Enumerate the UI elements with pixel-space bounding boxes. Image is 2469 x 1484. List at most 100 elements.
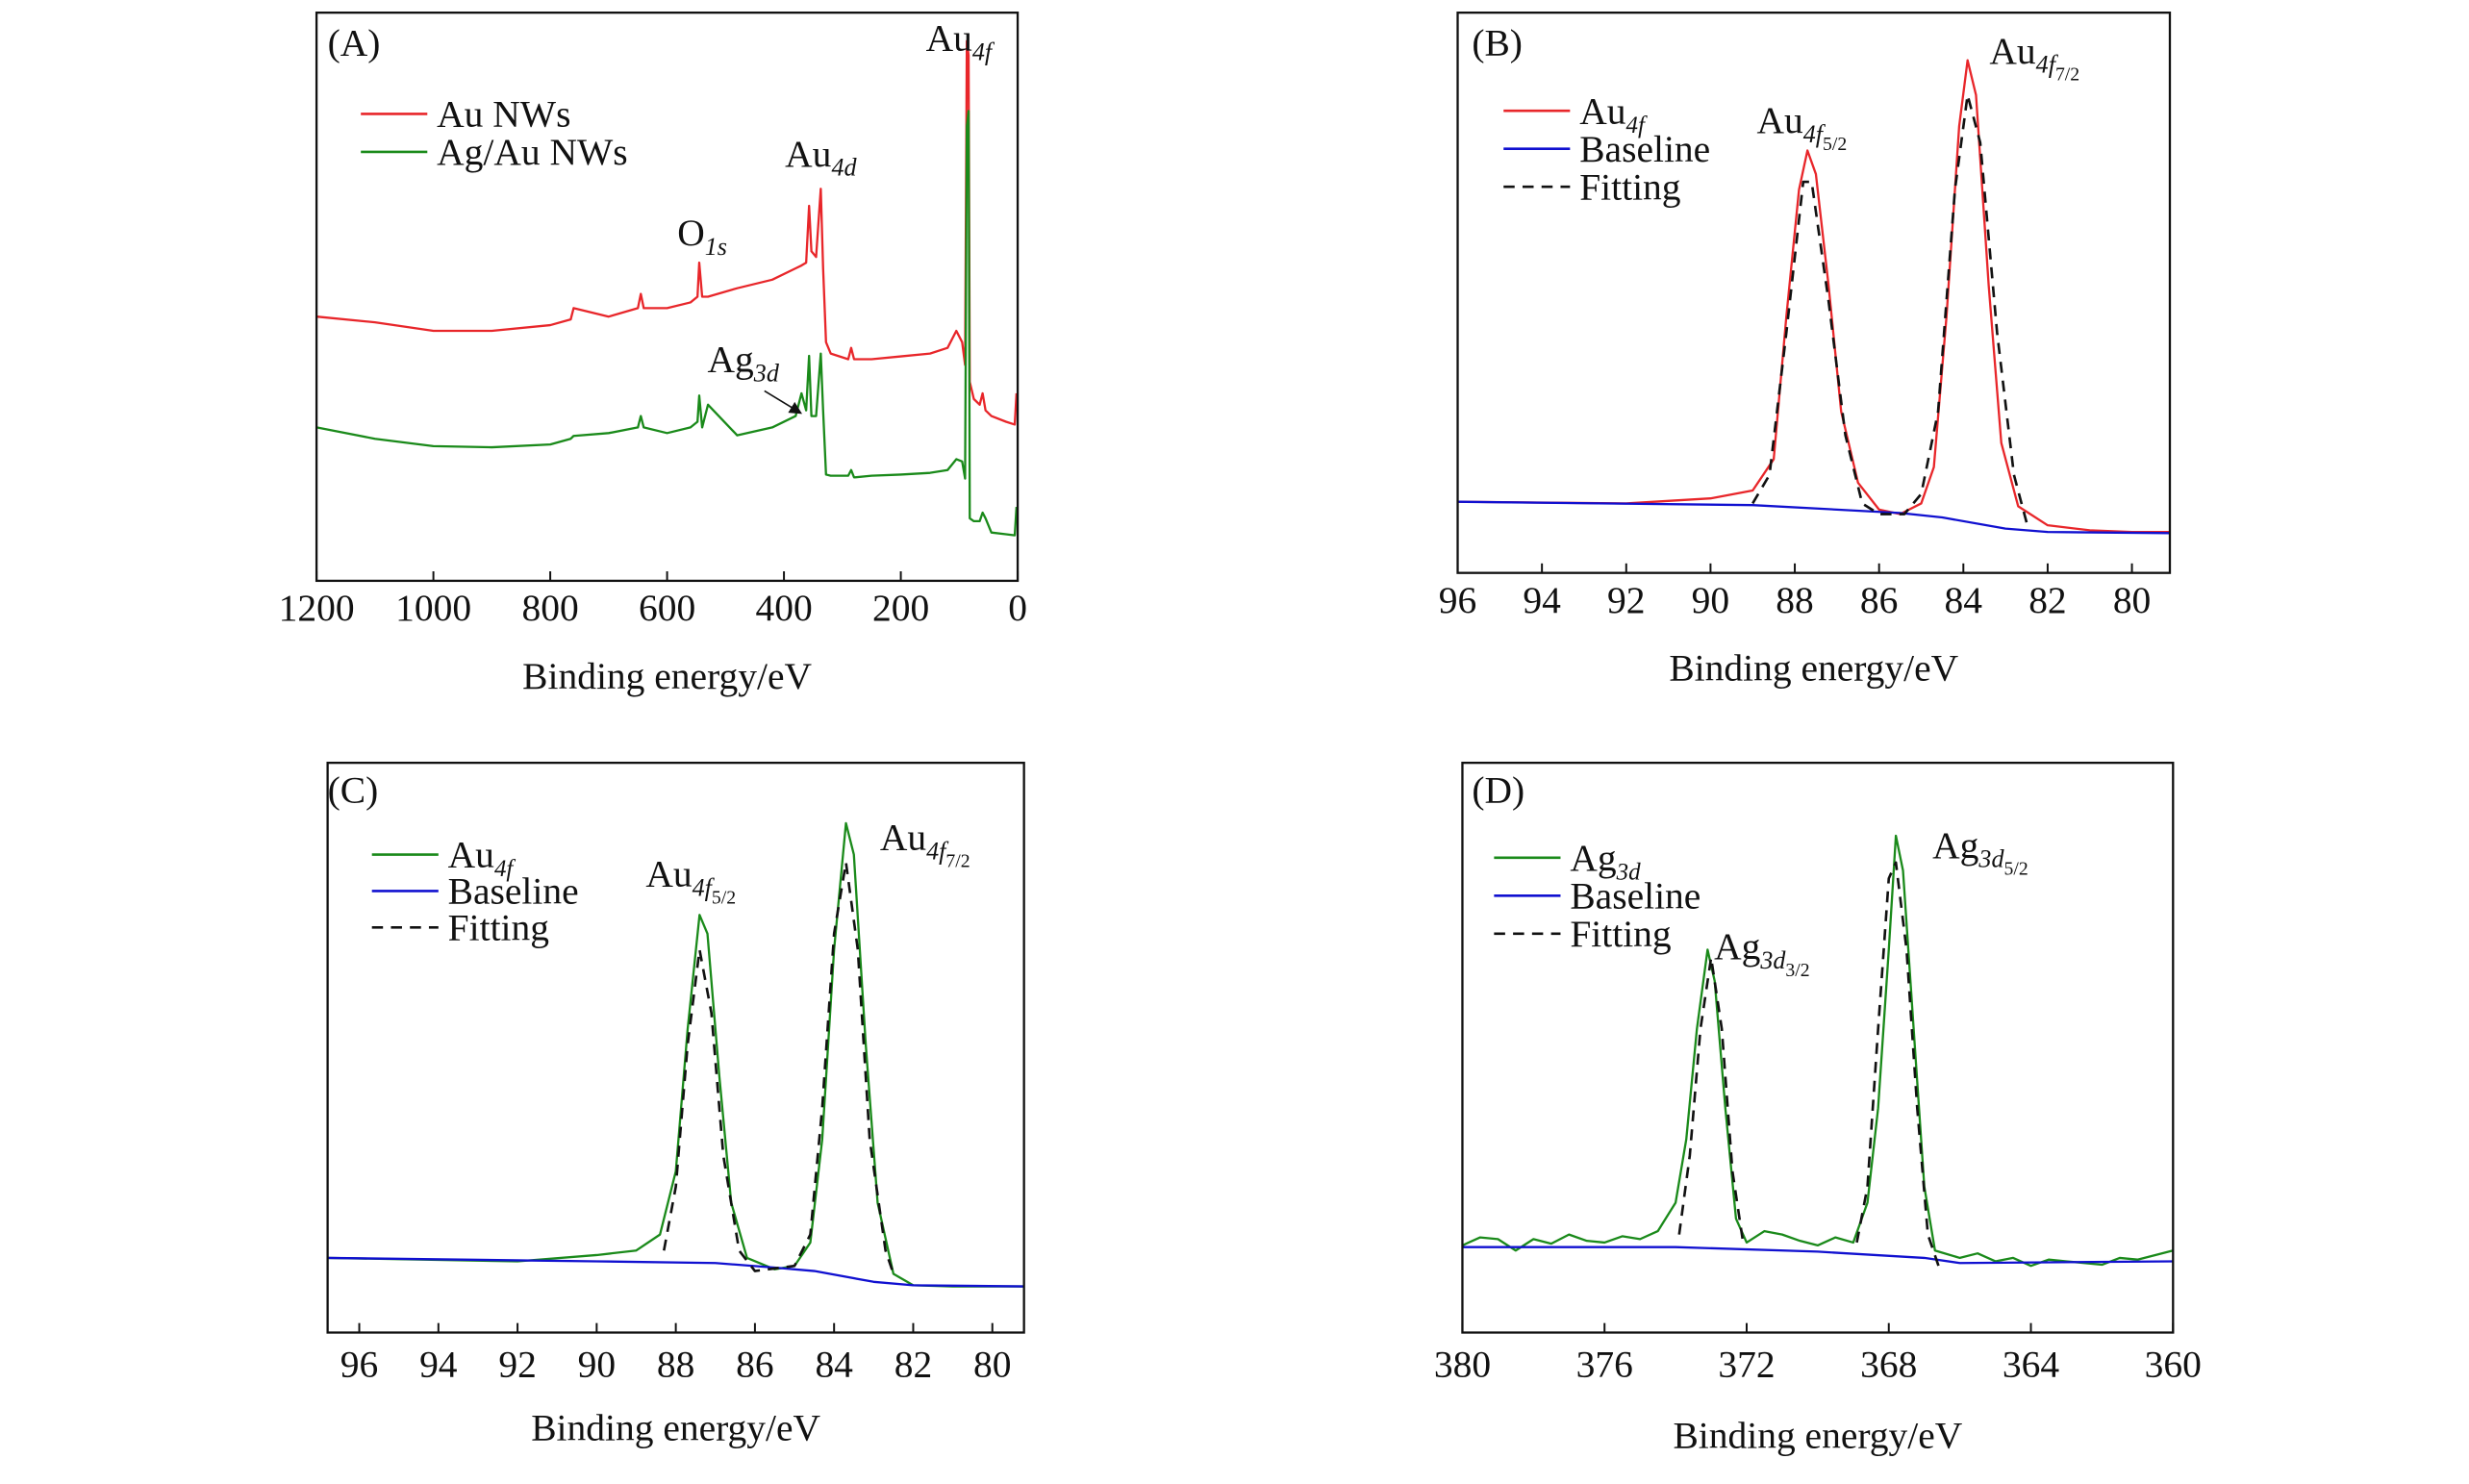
annotation-part: 4f (1803, 120, 1827, 148)
x-tick-label: 80 (2113, 579, 2151, 621)
x-tick-label: 200 (872, 587, 929, 629)
x-tick-label: 88 (1776, 579, 1813, 621)
legend-label-part: Fitting (1579, 165, 1680, 208)
legend-label-part: Ag/Au NWs (437, 131, 628, 173)
series-line (1677, 861, 1940, 1267)
annotation-part: 4f (2036, 51, 2059, 79)
x-tick-label: 360 (2145, 1344, 2202, 1386)
x-tick-label: 0 (1008, 587, 1027, 629)
x-tick-label: 82 (894, 1344, 932, 1386)
legend-label: Ag3d (1570, 837, 1641, 885)
annotation: (D) (1472, 768, 1524, 811)
x-tick-label: 96 (340, 1344, 378, 1386)
axes-frame (315, 12, 1020, 583)
x-axis-title: Binding energy/eV (522, 655, 812, 697)
legend-label: Fitting (448, 906, 549, 948)
annotation-part: 3d (1978, 845, 2004, 873)
annotation: Au4f (926, 17, 995, 66)
series-line (1751, 93, 2028, 523)
legend-label: Ag/Au NWs (437, 131, 628, 173)
x-tick-label: 1200 (279, 587, 355, 629)
x-tick-label: 84 (1945, 579, 1983, 621)
legend-label-part: 4f (494, 856, 516, 882)
x-tick-label: 86 (1860, 579, 1898, 621)
annotation-part: 5/2 (712, 887, 736, 908)
annotation: (B) (1472, 22, 1523, 64)
legend-label: Baseline (1570, 875, 1701, 918)
x-tick-label: 94 (1523, 579, 1561, 621)
series-line (662, 861, 895, 1274)
series-line (1457, 500, 2170, 535)
x-tick-label: 364 (2003, 1344, 2059, 1386)
axes-frame (1456, 12, 2172, 574)
x-tick-label: 400 (755, 587, 812, 629)
series-line (1462, 1245, 2174, 1265)
x-tick-label: 600 (639, 587, 695, 629)
annotation-part: (D) (1472, 768, 1524, 811)
legend-label: Baseline (448, 870, 579, 913)
x-axis-title: Binding energy/eV (1669, 647, 1958, 690)
legend-label: Au4f (448, 834, 516, 882)
annotation-part: 3/2 (1785, 960, 1809, 981)
annotation: Ag3d3/2 (1714, 925, 1810, 981)
x-tick-label: 372 (1718, 1344, 1775, 1386)
annotation-part: Au (1989, 30, 2036, 72)
annotation: Au4f7/2 (1989, 30, 2079, 86)
annotation-part: 7/2 (945, 850, 970, 871)
x-tick-label: 376 (1576, 1344, 1633, 1386)
annotation-part: 4d (831, 154, 857, 182)
legend-label-part: Fitting (448, 906, 549, 948)
x-tick-label: 1000 (395, 587, 471, 629)
annotation-part: Au (880, 817, 927, 859)
plot-area (1462, 834, 2174, 1268)
annotation-arrow (764, 390, 803, 415)
legend-label-part: Au (448, 834, 495, 876)
annotation-part: 5/2 (2003, 859, 2028, 880)
x-tick-label: 368 (1860, 1344, 1917, 1386)
legend-label-part: Ag (1570, 837, 1616, 879)
legend-label: Fitting (1570, 913, 1671, 955)
annotation-part: Au (1757, 99, 1804, 141)
annotation-part: 4f (693, 873, 716, 901)
plot-area (327, 821, 1024, 1288)
annotation-part: 3d (753, 360, 780, 388)
annotation-part: (B) (1472, 22, 1523, 64)
x-tick-label: 800 (521, 587, 578, 629)
annotation: O1s (677, 212, 727, 261)
legend-label-part: 4f (1625, 113, 1647, 138)
x-axis-title: Binding energy/eV (1673, 1415, 1962, 1457)
x-tick-label: 88 (657, 1344, 694, 1386)
panel: 1200 1000 800 600 400 200 0 Binding energy/eV Au… (279, 12, 1027, 697)
annotation: Au4f7/2 (880, 817, 970, 872)
annotation: Ag3d (708, 339, 780, 388)
annotation-part: (C) (328, 768, 379, 811)
x-tick-label: 94 (419, 1344, 458, 1386)
annotation-part: 5/2 (1823, 134, 1847, 155)
annotation-part: Au (645, 852, 693, 894)
series-line (327, 1256, 1024, 1288)
legend-label-part: Au (1579, 89, 1626, 132)
x-tick-label: 92 (498, 1344, 536, 1386)
annotation: Au4f5/2 (1757, 99, 1848, 155)
legend-label-part: Baseline (1570, 875, 1701, 918)
annotation-part: 1s (705, 233, 727, 261)
plot-area (316, 39, 1018, 537)
x-tick-label: 82 (2028, 579, 2066, 621)
annotation: Au4d (785, 133, 857, 182)
x-tick-label: 96 (1439, 579, 1476, 621)
annotation-part: Ag (1714, 925, 1760, 968)
x-tick-label: 90 (1692, 579, 1729, 621)
legend-label-part: Au NWs (437, 93, 570, 136)
annotation-part: Ag (708, 339, 754, 381)
legend-label: Au NWs (437, 93, 570, 136)
legend-label-part: Baseline (448, 870, 579, 913)
x-tick-label: 80 (973, 1344, 1011, 1386)
x-tick-label: 380 (1434, 1344, 1491, 1386)
annotation: (A) (328, 22, 381, 64)
plot-area (1457, 59, 2170, 535)
annotation: Au4f5/2 (645, 852, 736, 908)
legend-label-part: Baseline (1579, 128, 1710, 170)
